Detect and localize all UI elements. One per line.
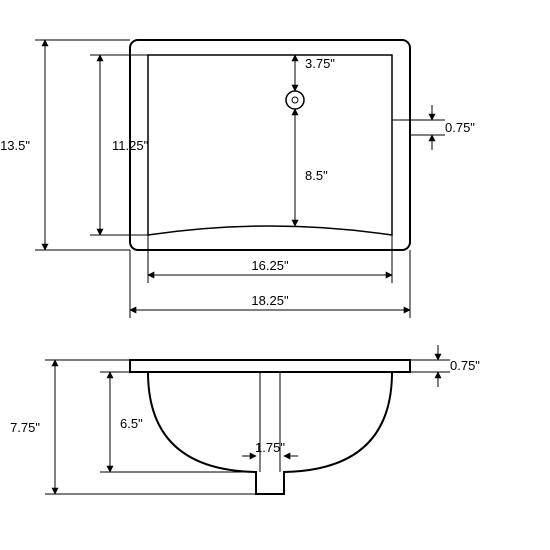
- sink-dimension-drawing: 13.5" 11.25" 3.75" 8.5" 0.75" 16.25" 18.…: [0, 0, 550, 550]
- side-bowl: [148, 372, 392, 494]
- sink-inner-basin: [148, 55, 392, 235]
- dim-rim-side: 0.75": [445, 120, 475, 135]
- dim-total-depth: 7.75": [10, 420, 40, 435]
- side-view: [130, 360, 410, 494]
- drain-outer: [286, 91, 304, 109]
- dim-drain-width: 1.75": [255, 440, 285, 455]
- dim-overall-height: 13.5": [0, 138, 30, 153]
- dim-hole-to-bottom: 8.5": [305, 168, 328, 183]
- dim-inner-width: 16.25": [251, 258, 289, 273]
- side-rim: [130, 360, 410, 372]
- dim-overall-width: 18.25": [251, 293, 289, 308]
- dim-bowl-depth: 6.5": [120, 416, 143, 431]
- dim-hole-to-top: 3.75": [305, 56, 335, 71]
- dim-rim-thickness: 0.75": [450, 358, 480, 373]
- top-view: [130, 40, 410, 250]
- dim-inner-height: 11.25": [112, 138, 149, 153]
